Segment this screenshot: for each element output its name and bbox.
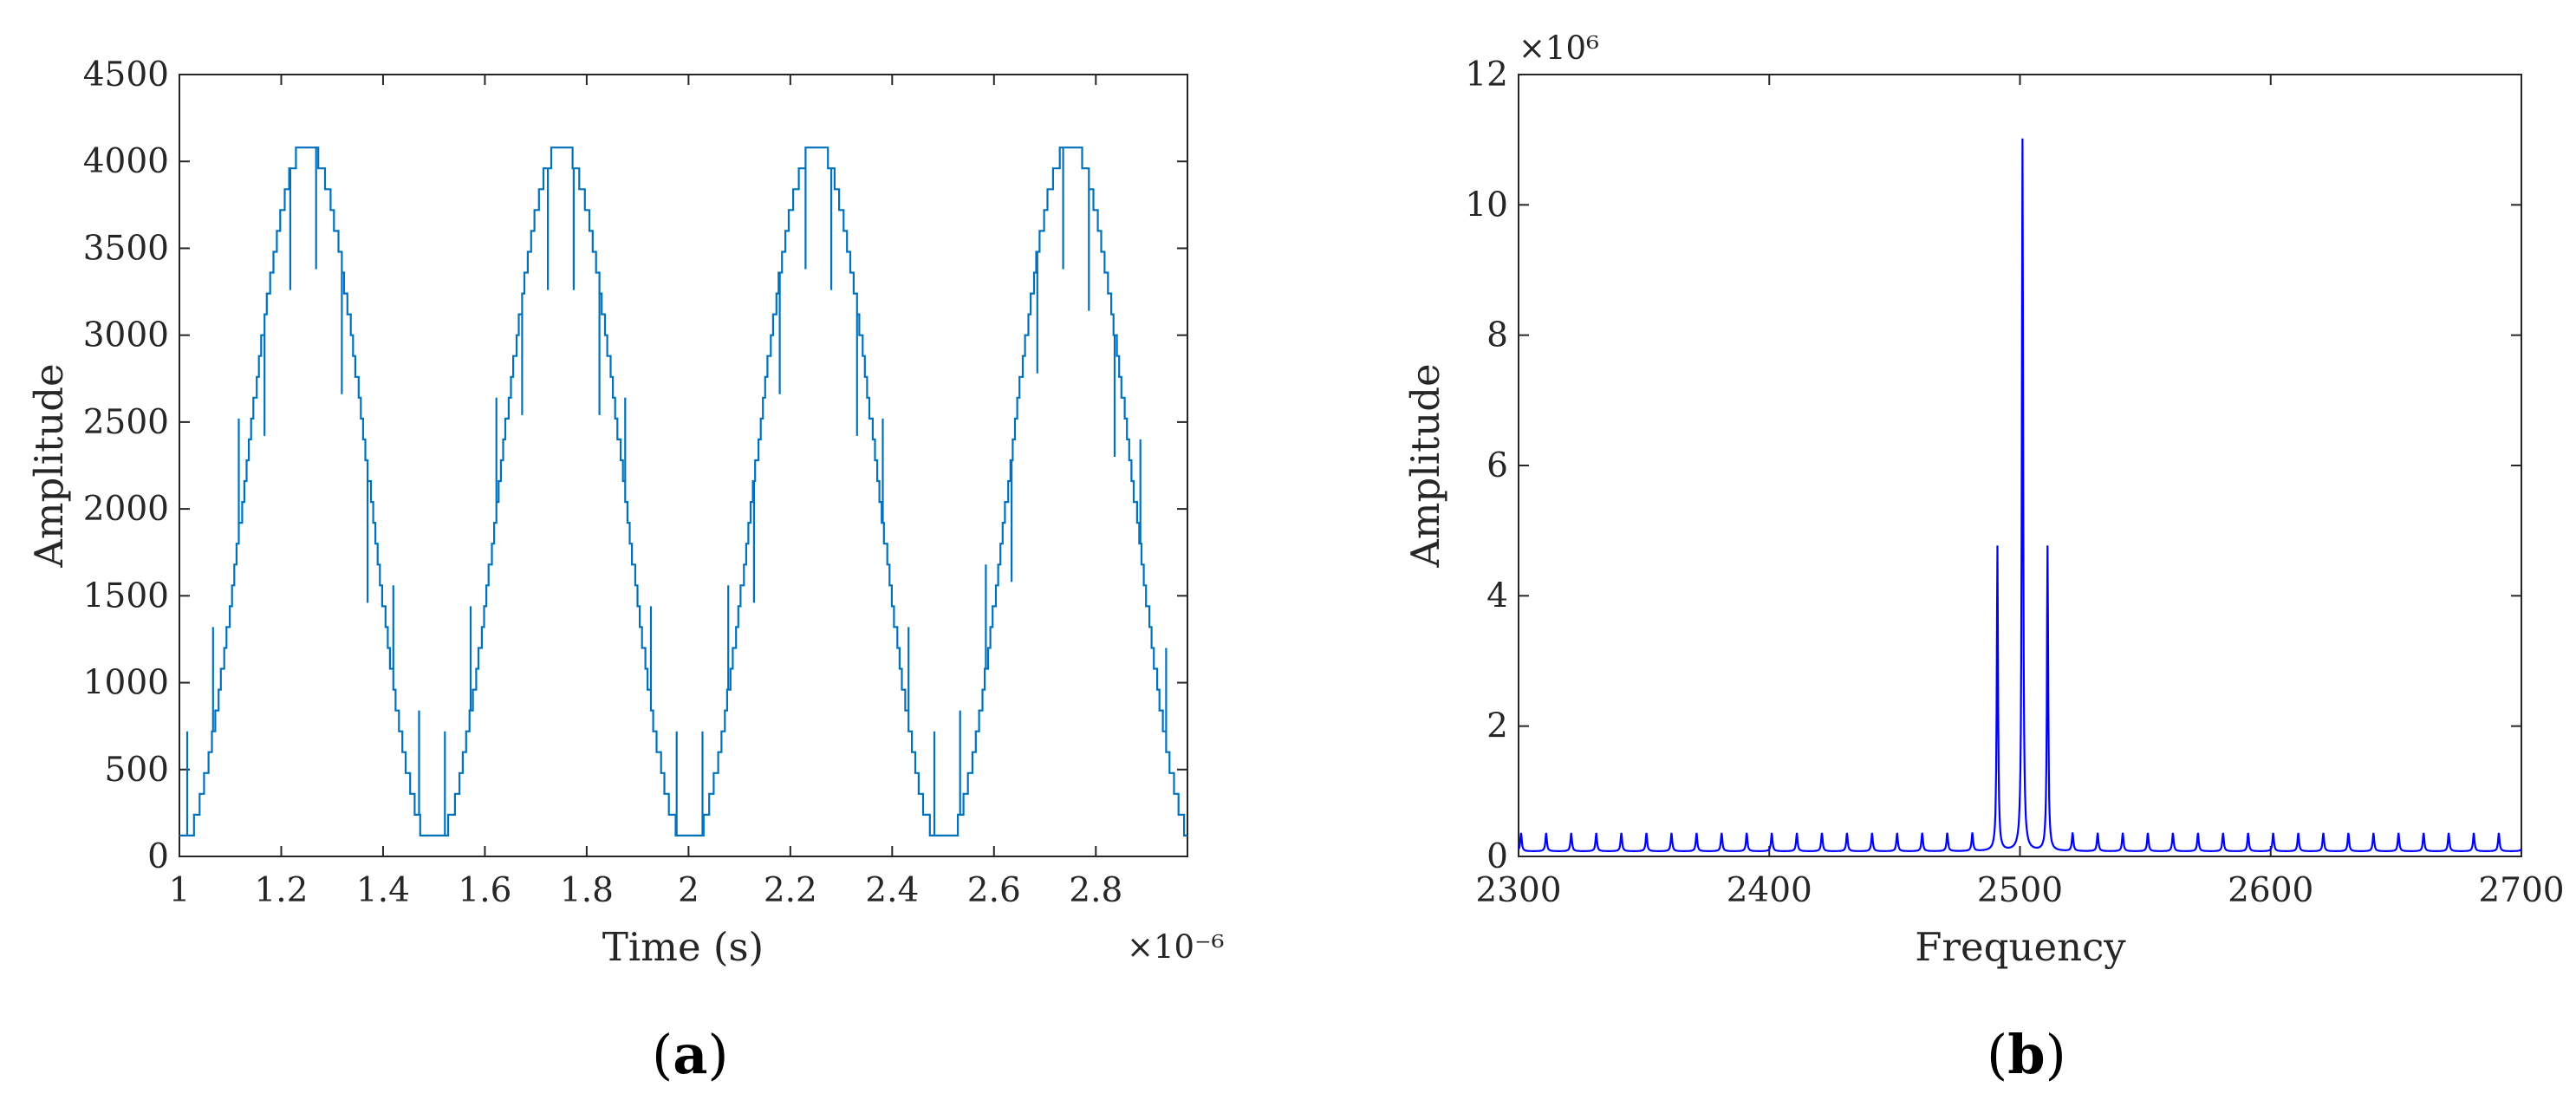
y-tick-label: 0 (147, 837, 169, 876)
panel-a-label-open: ( (652, 1023, 673, 1086)
panel-b-label-open: ( (1987, 1023, 2007, 1086)
panel-a-ticks: 1 1.2 1.4 1.6 1.8 2 2.2 2.4 2.6 2.8 0 500 1000 1500 20… (83, 55, 1187, 910)
y-tick-label: 2500 (83, 403, 169, 442)
y-tick-label: 2000 (83, 490, 169, 529)
x-tick-label: 1.8 (560, 871, 614, 910)
x-tick-label: 1 (169, 871, 191, 910)
panel-a-series-line (179, 146, 1187, 836)
y-tick-label: 4 (1486, 576, 1508, 615)
panel-b-label: (b) (1987, 1023, 2066, 1086)
y-tick-label: 1500 (83, 576, 169, 615)
x-tick-label: 2500 (1977, 871, 2063, 910)
panel-b-y-exponent: ×10⁶ (1519, 29, 1599, 67)
y-tick-label: 12 (1465, 55, 1508, 94)
x-tick-label: 2.4 (865, 871, 919, 910)
x-tick-label: 1.4 (356, 871, 410, 910)
x-tick-label: 2700 (2478, 871, 2564, 910)
panel-a-label-close: ) (707, 1023, 728, 1086)
y-tick-label: 3000 (83, 316, 169, 355)
x-tick-label: 2 (678, 871, 699, 910)
panel-b-label-close: ) (2046, 1023, 2066, 1086)
x-tick-label: 2600 (2228, 871, 2313, 910)
y-tick-label: 0 (1486, 837, 1508, 876)
panel-a-chart: 1 1.2 1.4 1.6 1.8 2 2.2 2.4 2.6 2.8 0 500 1000 1500 20… (26, 55, 1224, 1086)
panel-a-plot-area (179, 74, 1188, 857)
panel-a-ylabel: Amplitude (26, 363, 72, 568)
panel-a-label-letter: a (673, 1023, 707, 1086)
x-tick-label: 1.6 (458, 871, 511, 910)
panel-a-x-exponent: ×10⁻⁶ (1127, 928, 1224, 966)
y-tick-label: 500 (105, 751, 169, 790)
x-tick-label: 2300 (1475, 871, 1561, 910)
panel-b-ticks: 2300 2400 2500 2600 2700 0 2 4 6 8 10 12 (1465, 55, 2564, 910)
panel-b-ylabel: Amplitude (1402, 363, 1448, 568)
panel-b-series-line (1518, 138, 2522, 852)
x-tick-label: 1.2 (254, 871, 308, 910)
y-tick-label: 4000 (83, 142, 169, 181)
x-tick-label: 2.8 (1069, 871, 1122, 910)
y-tick-label: 8 (1486, 316, 1508, 355)
y-tick-label: 1000 (83, 664, 169, 703)
x-tick-label: 2.2 (764, 871, 817, 910)
y-tick-label: 10 (1465, 186, 1508, 225)
y-tick-label: 3500 (83, 229, 169, 268)
panel-a-xlabel: Time (s) (602, 924, 764, 970)
x-tick-label: 2.6 (967, 871, 1021, 910)
panel-b-xlabel: Frequency (1915, 924, 2126, 970)
y-tick-label: 2 (1486, 707, 1508, 746)
y-tick-label: 4500 (83, 55, 169, 94)
panel-b-label-letter: b (2007, 1023, 2045, 1086)
y-tick-label: 6 (1486, 446, 1508, 485)
panel-a-label: (a) (652, 1023, 729, 1086)
x-tick-label: 2400 (1727, 871, 1812, 910)
